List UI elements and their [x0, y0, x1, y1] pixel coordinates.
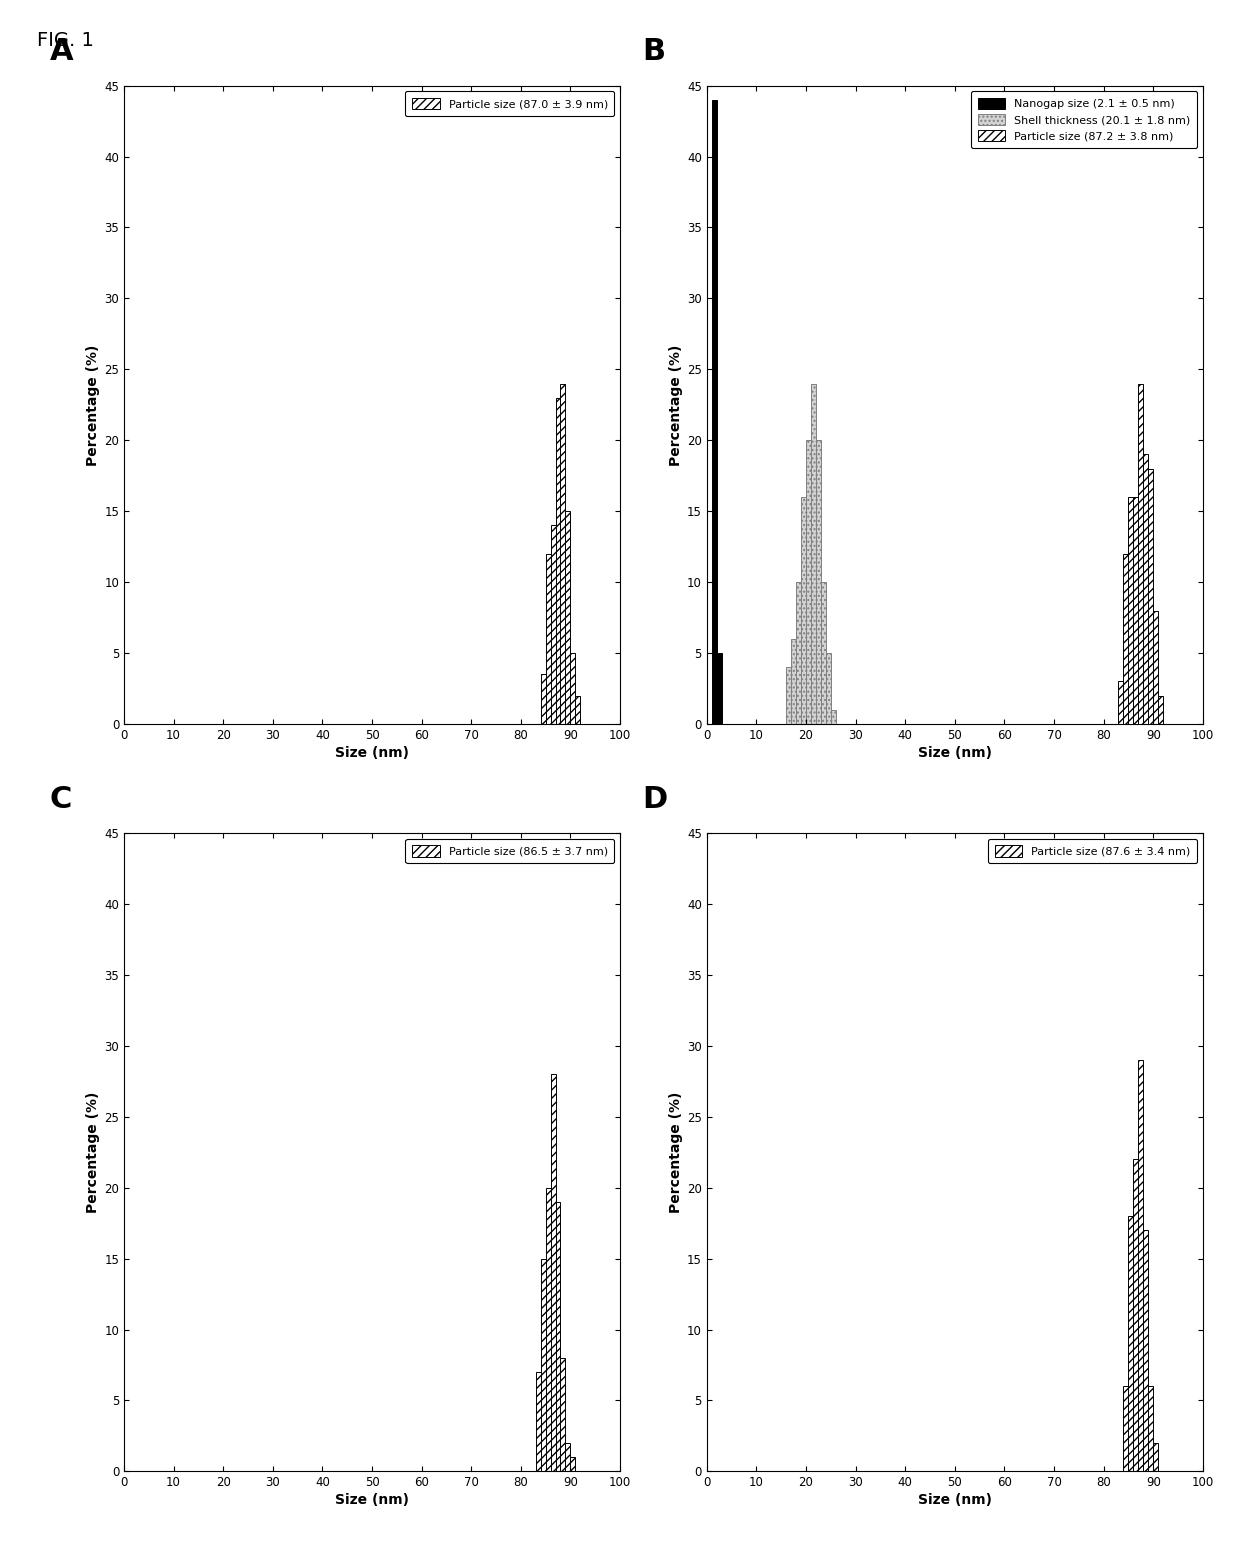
Bar [1153, 610, 1158, 724]
Bar [575, 696, 580, 724]
Bar [570, 1457, 575, 1471]
X-axis label: Size (nm): Size (nm) [918, 1493, 992, 1507]
Text: FIG. 1: FIG. 1 [37, 31, 94, 50]
Text: D: D [642, 785, 667, 814]
Bar [796, 582, 801, 724]
Bar [1123, 554, 1128, 724]
Bar [1138, 383, 1143, 724]
Bar [786, 668, 791, 724]
X-axis label: Size (nm): Size (nm) [335, 1493, 409, 1507]
Bar [556, 397, 560, 724]
Bar [1148, 469, 1153, 724]
Y-axis label: Percentage (%): Percentage (%) [86, 1091, 100, 1213]
Bar [565, 511, 570, 724]
Bar [1143, 455, 1148, 724]
Bar [560, 1358, 565, 1471]
Bar [546, 1188, 551, 1471]
Bar [816, 441, 821, 724]
Y-axis label: Percentage (%): Percentage (%) [668, 1091, 683, 1213]
Text: C: C [50, 785, 72, 814]
Y-axis label: Percentage (%): Percentage (%) [668, 344, 683, 466]
Bar [536, 1372, 541, 1471]
Bar [541, 674, 546, 724]
Bar [1123, 1386, 1128, 1471]
Bar [1158, 696, 1163, 724]
Bar [556, 1202, 560, 1471]
Bar [1133, 497, 1138, 724]
Bar [791, 638, 796, 724]
Legend: Particle size (87.6 ± 3.4 nm): Particle size (87.6 ± 3.4 nm) [988, 839, 1198, 863]
Bar [1143, 1230, 1148, 1471]
Bar [570, 652, 575, 724]
Bar [1128, 1216, 1133, 1471]
Text: A: A [50, 37, 73, 67]
Legend: Particle size (86.5 ± 3.7 nm): Particle size (86.5 ± 3.7 nm) [405, 839, 615, 863]
Text: B: B [642, 37, 666, 67]
Bar [811, 383, 816, 724]
Bar [1128, 497, 1133, 724]
Legend: Particle size (87.0 ± 3.9 nm): Particle size (87.0 ± 3.9 nm) [405, 92, 615, 115]
Bar [831, 710, 836, 724]
X-axis label: Size (nm): Size (nm) [335, 746, 409, 760]
Bar [546, 554, 551, 724]
Bar [1133, 1160, 1138, 1471]
Bar [541, 1258, 546, 1471]
Bar [806, 441, 811, 724]
X-axis label: Size (nm): Size (nm) [918, 746, 992, 760]
Bar [551, 1074, 556, 1471]
Bar [565, 1443, 570, 1471]
Bar [560, 383, 565, 724]
Bar [717, 652, 722, 724]
Bar [1148, 1386, 1153, 1471]
Bar [801, 497, 806, 724]
Bar [712, 100, 717, 724]
Bar [1118, 682, 1123, 724]
Bar [821, 582, 826, 724]
Bar [826, 652, 831, 724]
Legend: Nanogap size (2.1 ± 0.5 nm), Shell thickness (20.1 ± 1.8 nm), Particle size (87.: Nanogap size (2.1 ± 0.5 nm), Shell thick… [971, 92, 1198, 148]
Bar [551, 525, 556, 724]
Y-axis label: Percentage (%): Percentage (%) [86, 344, 100, 466]
Bar [1153, 1443, 1158, 1471]
Bar [1138, 1060, 1143, 1471]
